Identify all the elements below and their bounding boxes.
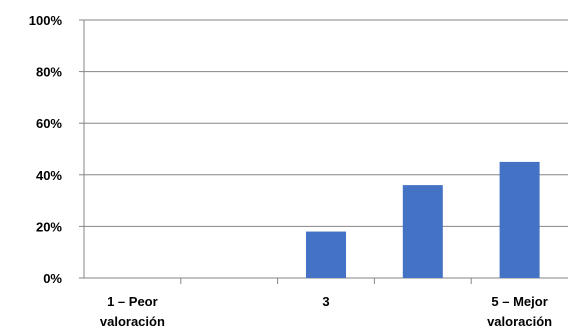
x-axis-tick-labels: 1 – Peor valoración 3 5 – Mejor valoración xyxy=(100,294,552,329)
bar-4 xyxy=(402,185,443,278)
y-tick-label-20: 20% xyxy=(36,219,62,234)
x-tick-label-5-line-1: 5 – Mejor xyxy=(491,294,547,309)
y-tick-label-100: 100% xyxy=(29,13,63,28)
y-tick-label-0: 0% xyxy=(43,271,62,286)
y-axis-tick-labels: 0% 20% 40% 60% 80% 100% xyxy=(29,13,63,286)
bars xyxy=(306,161,540,278)
x-tick-label-5-line-2: valoración xyxy=(487,314,552,329)
y-tick-label-60: 60% xyxy=(36,116,62,131)
x-tick-label-3-line-1: 3 xyxy=(322,294,329,309)
x-tick-label-1-line-1: 1 – Peor xyxy=(107,294,158,309)
x-tick-label-1-line-2: valoración xyxy=(100,314,165,329)
gridlines xyxy=(84,19,568,227)
bar-5 xyxy=(499,161,540,278)
bar-3 xyxy=(306,231,346,278)
y-tick-label-80: 80% xyxy=(36,65,62,80)
y-tick-label-40: 40% xyxy=(36,168,62,183)
